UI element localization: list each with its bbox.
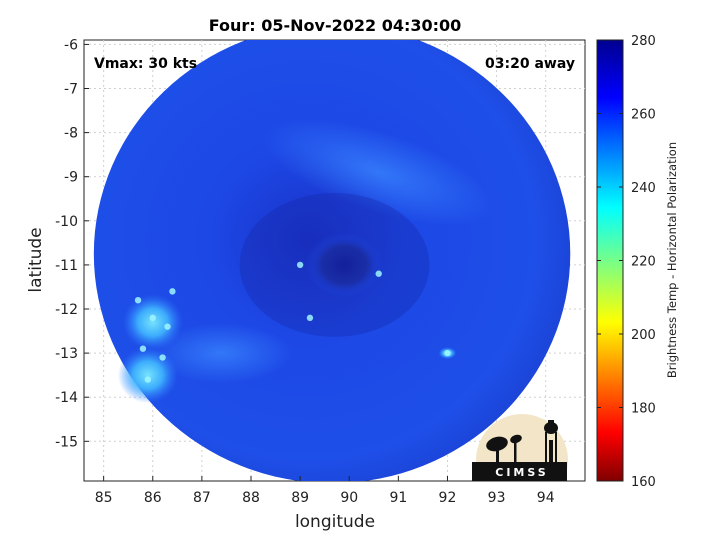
vmax-annotation: Vmax: 30 kts — [94, 56, 197, 72]
colorbar-tick-labels: 280 260 240 220 200 180 160 — [597, 34, 656, 490]
colorbar-tick-label: 280 — [631, 34, 656, 49]
x-tick-label: 93 — [488, 490, 506, 506]
y-tick-label: -8 — [64, 126, 78, 142]
cold-speckle — [306, 314, 314, 322]
colorbar-tick-label: 200 — [631, 328, 656, 343]
colorbar-tick-label: 180 — [631, 402, 656, 417]
x-tick-label: 92 — [439, 490, 457, 506]
logo-label: CIMSS — [495, 466, 548, 479]
x-tick-label: 85 — [95, 490, 113, 506]
cyclone-eye — [306, 232, 383, 297]
x-axis-label: longitude — [295, 512, 375, 532]
cimss-logo: CIMSS — [472, 414, 568, 481]
cold-speckle — [144, 376, 152, 383]
x-tick-label: 89 — [291, 490, 309, 506]
y-tick-label: -7 — [64, 82, 78, 98]
chart-title: Four: 05-Nov-2022 04:30:00 — [209, 16, 462, 35]
cold-speckle — [444, 349, 451, 357]
warm-band — [263, 119, 494, 226]
cold-cloud-cluster — [122, 294, 183, 351]
y-axis-label: latitude — [26, 227, 46, 292]
y-tick-label: -9 — [64, 170, 78, 186]
y-tick-label: -6 — [64, 37, 78, 53]
colorbar-tick-label: 160 — [631, 475, 656, 490]
cold-cloud-cluster — [117, 347, 178, 404]
colorbar-tick-label: 220 — [631, 255, 656, 270]
cold-speckle — [164, 323, 171, 330]
y-tick-label: -14 — [55, 390, 78, 406]
x-tick-label: 94 — [537, 490, 555, 506]
time-away-annotation: 03:20 away — [485, 56, 575, 72]
y-tick-label: -15 — [55, 434, 78, 450]
cold-speckle — [296, 261, 304, 269]
cold-speckle — [375, 270, 382, 277]
y-tick-label: -13 — [55, 346, 78, 362]
cold-speckle — [134, 296, 142, 304]
x-tick-label: 86 — [144, 490, 162, 506]
x-tick-label: 90 — [340, 490, 358, 506]
y-tick-label: -12 — [55, 302, 78, 318]
x-tick-label: 88 — [242, 490, 260, 506]
y-tick-label: -10 — [55, 214, 78, 230]
x-tick-label: 91 — [389, 490, 407, 506]
x-tick-labels: 85 86 87 88 89 90 91 92 93 94 — [95, 476, 555, 506]
colorbar-tick-label: 260 — [631, 108, 656, 123]
colorbar-label: Brightness Temp - Horizontal Polarizatio… — [665, 142, 679, 378]
cold-speckle — [149, 314, 156, 322]
cold-speckle — [169, 288, 176, 295]
x-tick-label: 87 — [193, 490, 211, 506]
colorbar-tick-label: 240 — [631, 181, 656, 196]
brightness-temp-swath — [93, 40, 571, 481]
y-tick-label: -11 — [55, 258, 78, 274]
y-tick-labels: -6 -7 -8 -9 -10 -11 -12 -13 -14 -15 — [55, 37, 89, 450]
cold-speckle — [159, 354, 166, 361]
warm-band — [151, 323, 292, 384]
cold-speckle — [139, 345, 147, 352]
